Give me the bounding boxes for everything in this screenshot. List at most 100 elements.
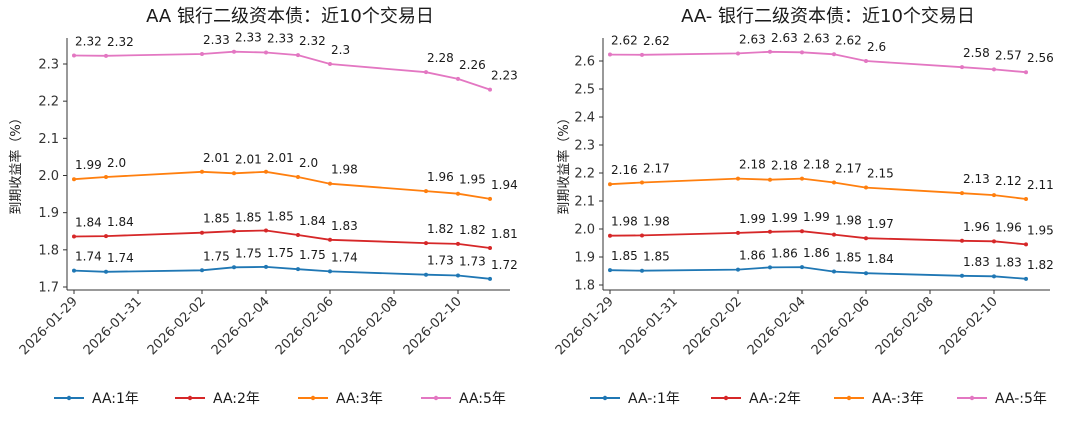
data-label: 2.13: [963, 172, 990, 186]
x-tick-label: 2026-02-10: [401, 294, 465, 358]
y-tick-label: 2.5: [574, 83, 595, 98]
y-tick-label: 2.4: [574, 111, 595, 126]
series-line: [73, 229, 491, 249]
data-label: 1.73: [459, 254, 486, 268]
data-point: [72, 268, 76, 273]
data-label: 2.32: [107, 35, 134, 49]
legend-item-3: AA:3年: [298, 391, 383, 407]
legend-label: AA:5年: [459, 391, 506, 407]
x-tick-label: 2026-02-08: [337, 294, 401, 358]
data-label: 2.63: [771, 31, 798, 45]
data-point: [200, 51, 204, 56]
data-point: [104, 53, 108, 58]
y-tick-label: 2.3: [574, 139, 595, 154]
data-label: 2.62: [611, 34, 638, 48]
y-tick-label: 2.1: [574, 195, 595, 210]
legend-swatch-marker: [187, 395, 193, 401]
data-point: [960, 65, 964, 70]
data-label: 1.74: [75, 250, 102, 264]
data-point: [992, 274, 996, 279]
legend-swatch-marker: [602, 395, 608, 401]
legend-item-3: AA-:3年: [834, 391, 924, 407]
data-label: 1.95: [459, 173, 486, 187]
data-point: [264, 169, 268, 174]
legend-swatch-marker: [969, 395, 975, 401]
legend-label: AA:1年: [92, 391, 139, 407]
data-point: [488, 276, 492, 281]
data-point: [800, 50, 804, 55]
data-point: [800, 229, 804, 234]
data-point: [72, 234, 76, 239]
data-label: 2.17: [835, 162, 862, 176]
data-point: [456, 273, 460, 278]
data-point: [232, 265, 236, 270]
data-point: [960, 191, 964, 196]
data-label: 1.74: [331, 250, 358, 264]
data-label: 2.23: [491, 69, 518, 83]
data-point: [1024, 276, 1028, 281]
data-point: [832, 180, 836, 185]
x-tick-label: 2026-02-08: [873, 294, 937, 358]
legend-item-4: AA-:5年: [957, 391, 1047, 407]
data-label: 2.3: [331, 43, 350, 57]
data-label: 2.12: [995, 174, 1022, 188]
x-tick-label: 2026-01-31: [617, 294, 681, 358]
legend-item-2: AA-:2年: [711, 391, 801, 407]
data-label: 1.85: [203, 212, 230, 226]
data-label: 1.98: [643, 214, 670, 228]
legend-item-1: AA:1年: [54, 391, 139, 407]
data-label: 1.98: [331, 163, 358, 177]
data-point: [640, 52, 644, 57]
data-point: [264, 228, 268, 233]
data-label: 2.18: [739, 158, 766, 172]
series-1: 1.74 1.74 1.75 1.75 1.75 1.75 1.74 1.73 1.73 1.72: [72, 246, 518, 281]
data-point: [960, 273, 964, 278]
legend-item-4: AA:5年: [421, 391, 506, 407]
x-tick-label: 2026-01-31: [81, 294, 145, 358]
data-point: [608, 233, 612, 238]
data-point: [296, 174, 300, 179]
data-point: [72, 53, 76, 58]
data-point: [864, 271, 868, 276]
data-label: 1.95: [1027, 223, 1054, 237]
data-point: [72, 177, 76, 182]
data-label: 1.84: [107, 215, 134, 229]
series-1: 1.85 1.85 1.86 1.86 1.86 1.85 1.84 1.83 1.83 1.82: [608, 246, 1054, 281]
x-tick-label: 2026-02-10: [937, 294, 1001, 358]
data-label: 1.85: [835, 251, 862, 265]
data-point: [104, 269, 108, 274]
data-label: 1.83: [963, 255, 990, 269]
data-label: 1.85: [611, 249, 638, 263]
data-point: [232, 49, 236, 54]
data-point: [488, 245, 492, 250]
data-label: 1.98: [835, 214, 862, 228]
data-label: 1.99: [803, 210, 830, 224]
data-label: 1.86: [771, 246, 798, 260]
legend-label: AA:3年: [336, 391, 383, 407]
data-label: 1.83: [331, 219, 358, 233]
data-point: [200, 169, 204, 174]
data-label: 2.33: [235, 31, 262, 45]
data-label: 2.58: [963, 46, 990, 60]
data-point: [640, 268, 644, 273]
data-point: [456, 76, 460, 81]
data-label: 2.56: [1027, 51, 1054, 65]
data-label: 1.85: [235, 210, 262, 224]
x-tick-label: 2026-01-29: [553, 294, 617, 358]
data-point: [800, 265, 804, 270]
data-label: 1.99: [771, 211, 798, 225]
data-point: [424, 70, 428, 75]
data-point: [200, 230, 204, 235]
data-point: [800, 176, 804, 181]
data-label: 2.33: [203, 33, 230, 47]
data-label: 1.75: [267, 246, 294, 260]
data-label: 1.86: [739, 249, 766, 263]
data-point: [960, 238, 964, 243]
data-label: 2.6: [867, 40, 886, 54]
chart-title: AA 银行二级资本债：近10个交易日: [146, 6, 434, 27]
data-point: [456, 241, 460, 246]
y-tick-label: 2.2: [38, 95, 59, 110]
series-4: 2.62 2.62 2.63 2.63 2.63 2.62 2.6 2.58 2.57 2.56: [608, 31, 1054, 75]
data-label: 2.01: [203, 151, 230, 165]
